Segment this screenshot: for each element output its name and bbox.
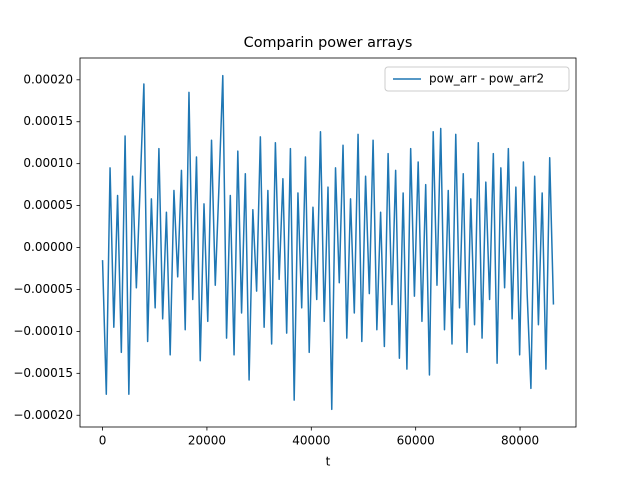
y-tick-label: −0.00005 — [13, 282, 73, 296]
plot-frame — [79, 57, 577, 428]
legend-box — [384, 66, 570, 92]
y-tick-label: −0.00015 — [13, 366, 73, 380]
x-tick-label: 20000 — [188, 434, 226, 448]
y-tick-label: 0.00005 — [23, 198, 73, 212]
chart-title: Comparin power arrays — [244, 35, 413, 51]
y-tick-label: −0.00010 — [13, 324, 73, 338]
x-tick-label: 60000 — [397, 434, 435, 448]
y-tick-label: −0.00020 — [13, 408, 73, 422]
y-tick-label: 0.00000 — [23, 240, 73, 254]
x-tick-label: 80000 — [501, 434, 539, 448]
y-tick-label: 0.00015 — [23, 114, 73, 128]
x-axis-label: t — [326, 455, 331, 469]
legend-label: pow_arr - pow_arr2 — [429, 72, 544, 86]
x-tick-label: 40000 — [292, 434, 330, 448]
x-tick-label: 0 — [99, 434, 107, 448]
y-tick-label: 0.00010 — [23, 156, 73, 170]
line-series — [101, 74, 555, 411]
y-tick-label: 0.00020 — [23, 72, 73, 86]
